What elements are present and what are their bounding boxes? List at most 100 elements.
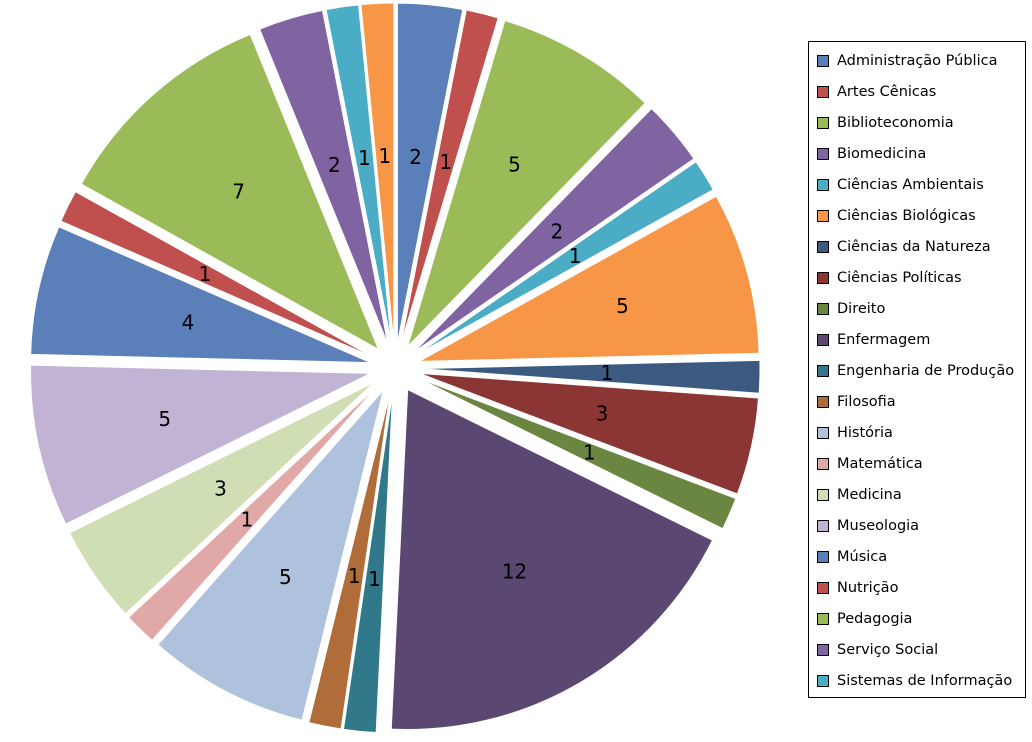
legend-entry: Ciências da Natureza: [817, 231, 1025, 262]
data-label: 7: [232, 180, 245, 204]
data-label: 4: [182, 310, 195, 334]
legend-label: Ciências da Natureza: [837, 238, 991, 255]
legend-entry: Medicina: [817, 479, 1025, 510]
legend-swatch: [817, 271, 829, 284]
pie-slice: [342, 392, 394, 734]
legend-swatch: [817, 147, 829, 160]
legend-label: Ciências Políticas: [837, 269, 962, 286]
data-label: 1: [241, 508, 254, 532]
legend-label: Pedagogia: [837, 610, 913, 627]
legend-swatch: [817, 395, 829, 408]
pie-slice: [413, 107, 695, 353]
data-label: 1: [439, 150, 452, 174]
data-label: 1: [601, 361, 614, 385]
legend-swatch: [817, 364, 829, 377]
pie-slice: [60, 191, 373, 358]
legend-entry: Ciências Políticas: [817, 262, 1025, 293]
pie-slice: [258, 9, 389, 345]
legend-entry: Pedagogia: [817, 603, 1025, 634]
legend-entry: Música: [817, 541, 1025, 572]
legend-entry: Nutrição: [817, 572, 1025, 603]
legend-label: Direito: [837, 300, 886, 317]
data-label: 3: [596, 402, 609, 426]
legend-label: Artes Cênicas: [837, 83, 937, 100]
pie-slice: [419, 372, 760, 495]
data-label: 2: [551, 219, 564, 243]
legend-swatch: [817, 209, 829, 222]
data-label: 1: [368, 567, 381, 591]
legend-swatch: [817, 85, 829, 98]
legend-swatch: [817, 333, 829, 346]
pie-slice: [407, 20, 646, 347]
legend-entry: Ciências Biológicas: [817, 200, 1025, 231]
legend-entry: Biblioteconomia: [817, 107, 1025, 138]
pie-slice: [415, 160, 715, 356]
data-label: 1: [569, 244, 582, 268]
legend-entry: Administração Pública: [817, 45, 1025, 76]
legend-label: Sistemas de Informação: [837, 672, 1013, 689]
legend-label: Música: [837, 548, 888, 565]
legend-label: Engenharia de Produção: [837, 362, 1015, 379]
legend-label: Enfermagem: [837, 331, 931, 348]
legend-label: Administração Pública: [837, 52, 998, 69]
legend: Administração Pública Artes Cênicas Biblio…: [808, 41, 1026, 698]
legend-label: Ciências Ambientais: [837, 176, 984, 193]
pie-slice: [400, 9, 499, 344]
data-label: 1: [378, 144, 391, 168]
legend-entry: Matemática: [817, 448, 1025, 479]
legend-label: Biomedicina: [837, 145, 927, 162]
legend-swatch: [817, 426, 829, 439]
data-label: 5: [616, 294, 629, 318]
data-label: 5: [158, 407, 171, 431]
legend-label: Ciências Biológicas: [837, 207, 976, 224]
legend-swatch: [817, 550, 829, 563]
pie-slice: [418, 195, 760, 362]
pie-slice: [30, 226, 371, 364]
legend-swatch: [817, 488, 829, 501]
data-label: 5: [279, 565, 292, 589]
pie-slice: [30, 364, 371, 525]
legend-label: História: [837, 424, 893, 441]
pie-slice: [325, 4, 392, 344]
legend-label: Filosofia: [837, 393, 896, 410]
pie-slice: [419, 359, 761, 394]
data-label: 1: [199, 262, 212, 286]
data-label: 1: [348, 564, 361, 588]
legend-label: Biblioteconomia: [837, 114, 954, 131]
data-label: 5: [508, 153, 521, 177]
pie-slice: [68, 381, 375, 615]
legend-swatch: [817, 674, 829, 687]
legend-entry: Engenharia de Produção: [817, 355, 1025, 386]
legend-entry: História: [817, 417, 1025, 448]
legend-swatch: [817, 240, 829, 253]
pie-slice: [417, 377, 737, 530]
legend-entry: Direito: [817, 293, 1025, 324]
pie-slice: [360, 2, 395, 344]
legend-label: Nutrição: [837, 579, 899, 596]
legend-swatch: [817, 519, 829, 532]
legend-entry: Enfermagem: [817, 324, 1025, 355]
legend-label: Medicina: [837, 486, 902, 503]
pie-slice: [80, 33, 380, 351]
legend-swatch: [817, 54, 829, 67]
legend-entry: Filosofia: [817, 386, 1025, 417]
legend-entry: Ciências Ambientais: [817, 169, 1025, 200]
data-label: 12: [502, 559, 527, 583]
pie-slice: [390, 388, 714, 731]
legend-label: Matemática: [837, 455, 923, 472]
legend-label: Museologia: [837, 517, 920, 534]
legend-entry: Sistemas de Informação: [817, 665, 1025, 696]
legend-entry: Museologia: [817, 510, 1025, 541]
pie-slice: [308, 392, 391, 730]
pie-slice: [157, 389, 384, 721]
data-label: 2: [409, 145, 422, 169]
legend-entry: Artes Cênicas: [817, 76, 1025, 107]
data-label: 1: [358, 146, 371, 170]
legend-swatch: [817, 612, 829, 625]
legend-swatch: [817, 302, 829, 315]
data-label: 3: [214, 476, 227, 500]
pie-slice: [396, 2, 464, 344]
data-label: 1: [583, 441, 596, 465]
legend-label: Serviço Social: [837, 641, 939, 658]
